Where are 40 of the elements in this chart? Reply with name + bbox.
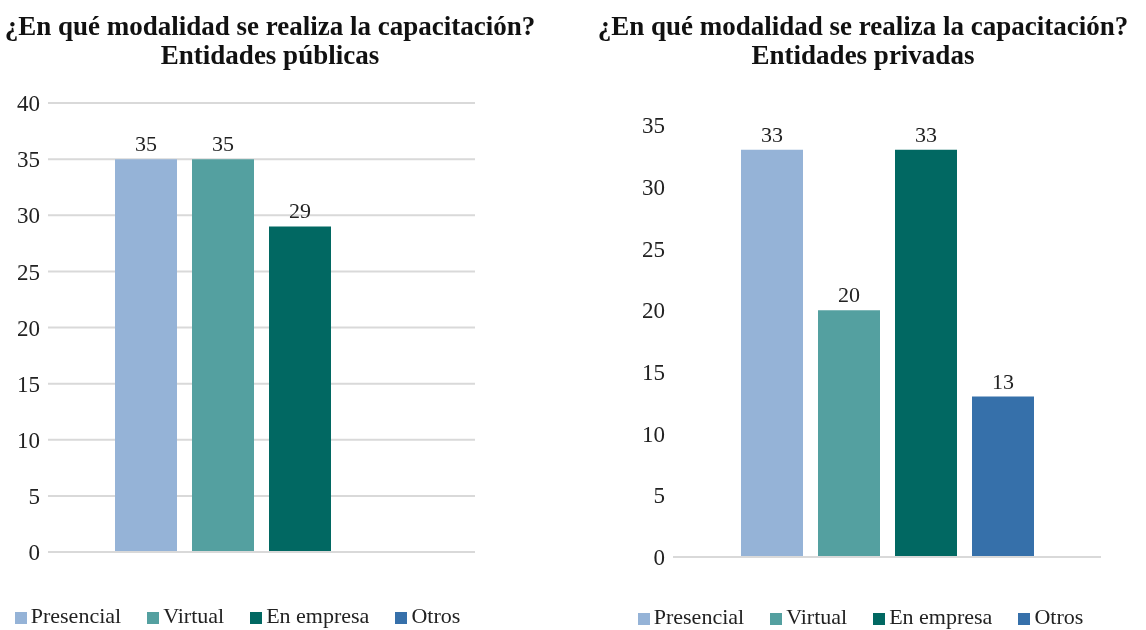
y-tick-label: 20 bbox=[17, 315, 40, 341]
y-tick-label: 30 bbox=[17, 203, 40, 229]
legend-label: En empresa bbox=[889, 604, 993, 629]
legend-label: Virtual bbox=[163, 603, 225, 628]
data-label: 35 bbox=[135, 131, 157, 157]
legend-label: Otros bbox=[411, 603, 461, 628]
y-tick-label: 10 bbox=[17, 427, 40, 453]
y-tick-label: 5 bbox=[653, 483, 665, 509]
y-tick-label: 35 bbox=[17, 147, 40, 173]
bar bbox=[818, 310, 880, 557]
y-tick-label: 35 bbox=[642, 113, 665, 139]
chart-subtitle: Entidades privadas bbox=[750, 40, 975, 70]
y-tick-label: 40 bbox=[17, 91, 40, 117]
y-tick-label: 15 bbox=[17, 371, 40, 397]
bar bbox=[895, 149, 957, 557]
legend-label: Otros bbox=[1034, 604, 1084, 629]
y-tick-label: 10 bbox=[642, 421, 665, 447]
y-tick-label: 0 bbox=[653, 545, 665, 571]
chart-subtitle: Entidades públicas bbox=[159, 40, 380, 70]
legend-label: Virtual bbox=[786, 604, 848, 629]
bar bbox=[741, 149, 803, 557]
legend-label: Presencial bbox=[653, 604, 745, 629]
data-label: 13 bbox=[992, 368, 1014, 394]
y-tick-label: 5 bbox=[28, 484, 40, 510]
bar bbox=[972, 396, 1034, 557]
chart-title: ¿En qué modalidad se realiza la capacitación? bbox=[596, 11, 1130, 41]
y-tick-label: 0 bbox=[28, 540, 40, 566]
y-tick-label: 20 bbox=[642, 298, 665, 324]
data-label: 33 bbox=[761, 121, 783, 147]
y-tick-label: 30 bbox=[642, 174, 665, 200]
data-label: 33 bbox=[915, 121, 937, 147]
chart-title: ¿En qué modalidad se realiza la capacitación? bbox=[3, 11, 537, 41]
data-label: 29 bbox=[289, 198, 311, 224]
legend-label: Presencial bbox=[30, 603, 122, 628]
data-label: 35 bbox=[212, 131, 234, 157]
data-label: 20 bbox=[838, 282, 860, 308]
y-tick-label: 25 bbox=[17, 259, 40, 285]
legend-label: En empresa bbox=[266, 603, 370, 628]
y-tick-label: 15 bbox=[642, 360, 665, 386]
y-tick-label: 25 bbox=[642, 236, 665, 262]
